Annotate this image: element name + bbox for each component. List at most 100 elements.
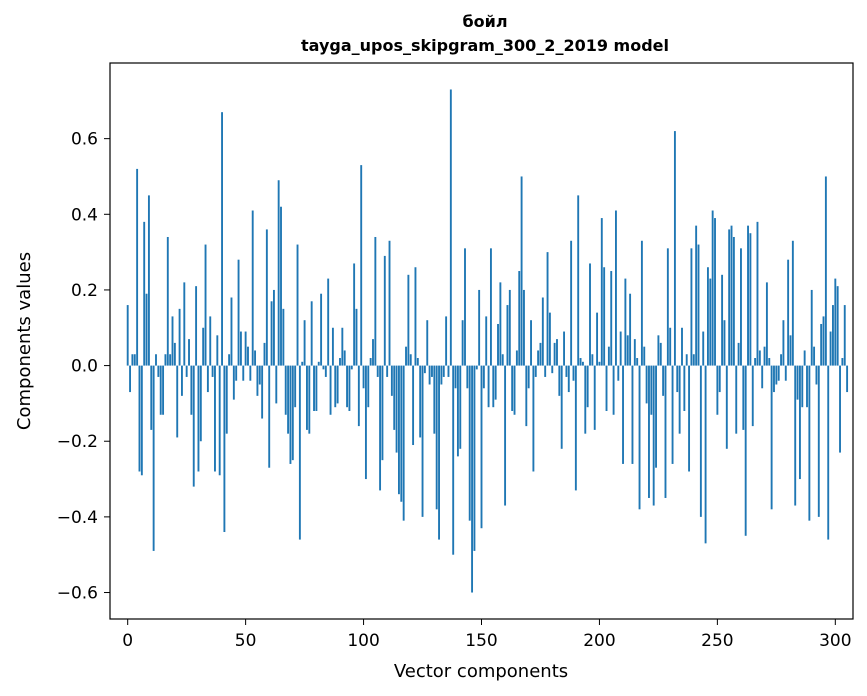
bar bbox=[237, 259, 240, 366]
bar bbox=[216, 335, 219, 366]
bar bbox=[652, 365, 655, 506]
bar bbox=[138, 365, 141, 472]
bar bbox=[164, 354, 167, 366]
bar bbox=[306, 365, 308, 430]
bar bbox=[758, 350, 761, 366]
bar bbox=[339, 358, 341, 366]
bar bbox=[638, 365, 641, 510]
x-tick-label: 100 bbox=[347, 631, 379, 651]
bar bbox=[532, 365, 535, 472]
bar bbox=[803, 350, 806, 366]
bar bbox=[520, 176, 523, 366]
bar bbox=[471, 365, 474, 593]
bar bbox=[440, 365, 443, 385]
bar bbox=[202, 327, 205, 366]
bar bbox=[556, 339, 558, 366]
bar bbox=[497, 323, 499, 366]
bar bbox=[426, 320, 429, 366]
bar bbox=[747, 225, 749, 366]
bar bbox=[254, 350, 257, 366]
bar bbox=[435, 365, 438, 510]
bar bbox=[640, 240, 643, 366]
bar bbox=[718, 365, 721, 393]
bar bbox=[482, 365, 485, 389]
bar bbox=[315, 365, 318, 411]
bar bbox=[348, 365, 351, 411]
bar bbox=[798, 365, 801, 480]
bar bbox=[268, 365, 271, 468]
bar bbox=[136, 168, 139, 366]
x-tick-label: 250 bbox=[701, 631, 733, 651]
bar bbox=[714, 218, 716, 366]
bar bbox=[261, 365, 264, 419]
bar bbox=[756, 221, 759, 366]
bar bbox=[350, 365, 353, 370]
bar bbox=[619, 331, 622, 366]
bar bbox=[258, 365, 261, 385]
bar bbox=[624, 278, 627, 366]
bar bbox=[607, 346, 610, 366]
bar bbox=[412, 365, 415, 446]
bar bbox=[586, 365, 589, 408]
bar bbox=[310, 301, 313, 366]
bar bbox=[400, 365, 403, 502]
bar bbox=[225, 365, 228, 434]
bar bbox=[374, 236, 377, 366]
bar bbox=[730, 225, 733, 366]
bar bbox=[681, 327, 683, 366]
bar bbox=[445, 316, 448, 366]
bar bbox=[223, 365, 226, 533]
bar bbox=[235, 365, 238, 381]
bar bbox=[603, 267, 606, 366]
bar bbox=[494, 365, 497, 400]
bar bbox=[539, 342, 542, 366]
bar bbox=[195, 286, 198, 366]
bar bbox=[605, 365, 608, 411]
bar bbox=[817, 365, 820, 517]
bar bbox=[740, 248, 742, 366]
bar bbox=[810, 289, 813, 366]
bar bbox=[466, 365, 469, 389]
bar bbox=[577, 195, 580, 366]
bar bbox=[716, 365, 719, 415]
bar bbox=[544, 365, 547, 377]
bar bbox=[504, 365, 507, 506]
bar bbox=[421, 365, 424, 517]
bar bbox=[166, 236, 169, 366]
bar bbox=[296, 244, 299, 366]
bar bbox=[431, 365, 433, 377]
bar bbox=[157, 365, 160, 377]
bar bbox=[612, 365, 615, 415]
bar bbox=[815, 365, 818, 385]
bar bbox=[334, 365, 337, 408]
bar bbox=[449, 89, 452, 366]
bar bbox=[610, 271, 613, 366]
bar bbox=[581, 361, 584, 366]
ticks-group: 0 50 100 150 200 250 300 −0.6 −0.4 −0.2 0.0 0.2 0.4 0… bbox=[57, 130, 852, 651]
bar bbox=[218, 365, 221, 476]
bar bbox=[591, 354, 594, 366]
bar bbox=[485, 316, 488, 366]
bar bbox=[749, 233, 752, 366]
bar bbox=[362, 365, 365, 389]
bar bbox=[593, 365, 596, 430]
bar bbox=[265, 229, 268, 366]
bar bbox=[829, 331, 832, 366]
y-tick-label: 0.0 bbox=[71, 357, 98, 377]
bar bbox=[211, 365, 214, 377]
bar bbox=[438, 365, 440, 540]
bar bbox=[414, 267, 417, 366]
bar bbox=[548, 312, 551, 366]
bar bbox=[704, 365, 707, 544]
bar bbox=[534, 365, 537, 377]
bar bbox=[428, 365, 431, 385]
bar bbox=[386, 365, 389, 377]
bar bbox=[827, 365, 830, 540]
bar bbox=[301, 361, 304, 366]
bar bbox=[464, 248, 466, 366]
bar bbox=[558, 365, 561, 396]
bar bbox=[159, 365, 162, 415]
bar bbox=[239, 331, 242, 366]
bar bbox=[407, 274, 410, 366]
